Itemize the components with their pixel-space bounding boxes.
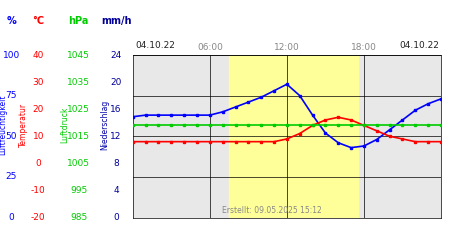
Text: 12: 12 xyxy=(110,132,122,141)
Text: 20: 20 xyxy=(110,78,122,86)
Text: 40: 40 xyxy=(32,50,44,59)
Text: 20: 20 xyxy=(32,105,44,114)
Text: 0: 0 xyxy=(36,159,41,168)
Text: 100: 100 xyxy=(3,50,20,59)
Text: 24: 24 xyxy=(111,50,122,59)
Text: 1015: 1015 xyxy=(67,132,90,141)
Text: 0: 0 xyxy=(113,213,119,222)
Text: -20: -20 xyxy=(31,213,45,222)
Text: 16: 16 xyxy=(110,105,122,114)
Text: 04.10.22: 04.10.22 xyxy=(399,41,439,50)
Text: %: % xyxy=(6,16,16,26)
Bar xyxy=(229,55,357,218)
Text: 1045: 1045 xyxy=(68,50,90,59)
Text: Temperatur: Temperatur xyxy=(19,103,28,147)
Text: 1025: 1025 xyxy=(68,105,90,114)
Text: 8: 8 xyxy=(113,159,119,168)
Text: 1005: 1005 xyxy=(67,159,90,168)
Text: 985: 985 xyxy=(70,213,87,222)
Text: mm/h: mm/h xyxy=(101,16,131,26)
Text: 04.10.22: 04.10.22 xyxy=(135,41,175,50)
Text: Niederschlag: Niederschlag xyxy=(100,100,109,150)
Text: 25: 25 xyxy=(5,172,17,182)
Text: 10: 10 xyxy=(32,132,44,141)
Text: Luftdruck: Luftdruck xyxy=(60,107,69,143)
Text: 30: 30 xyxy=(32,78,44,86)
Text: hPa: hPa xyxy=(68,16,89,26)
Text: 75: 75 xyxy=(5,91,17,100)
Text: -10: -10 xyxy=(31,186,45,195)
Text: 0: 0 xyxy=(9,213,14,222)
Text: °C: °C xyxy=(32,16,44,26)
Text: Erstellt: 09.05.2025 15:12: Erstellt: 09.05.2025 15:12 xyxy=(221,206,321,215)
Text: Luftfeuchtigkeit: Luftfeuchtigkeit xyxy=(0,95,8,155)
Text: 995: 995 xyxy=(70,186,87,195)
Text: 50: 50 xyxy=(5,132,17,141)
Text: 1035: 1035 xyxy=(67,78,90,86)
Text: 4: 4 xyxy=(113,186,119,195)
